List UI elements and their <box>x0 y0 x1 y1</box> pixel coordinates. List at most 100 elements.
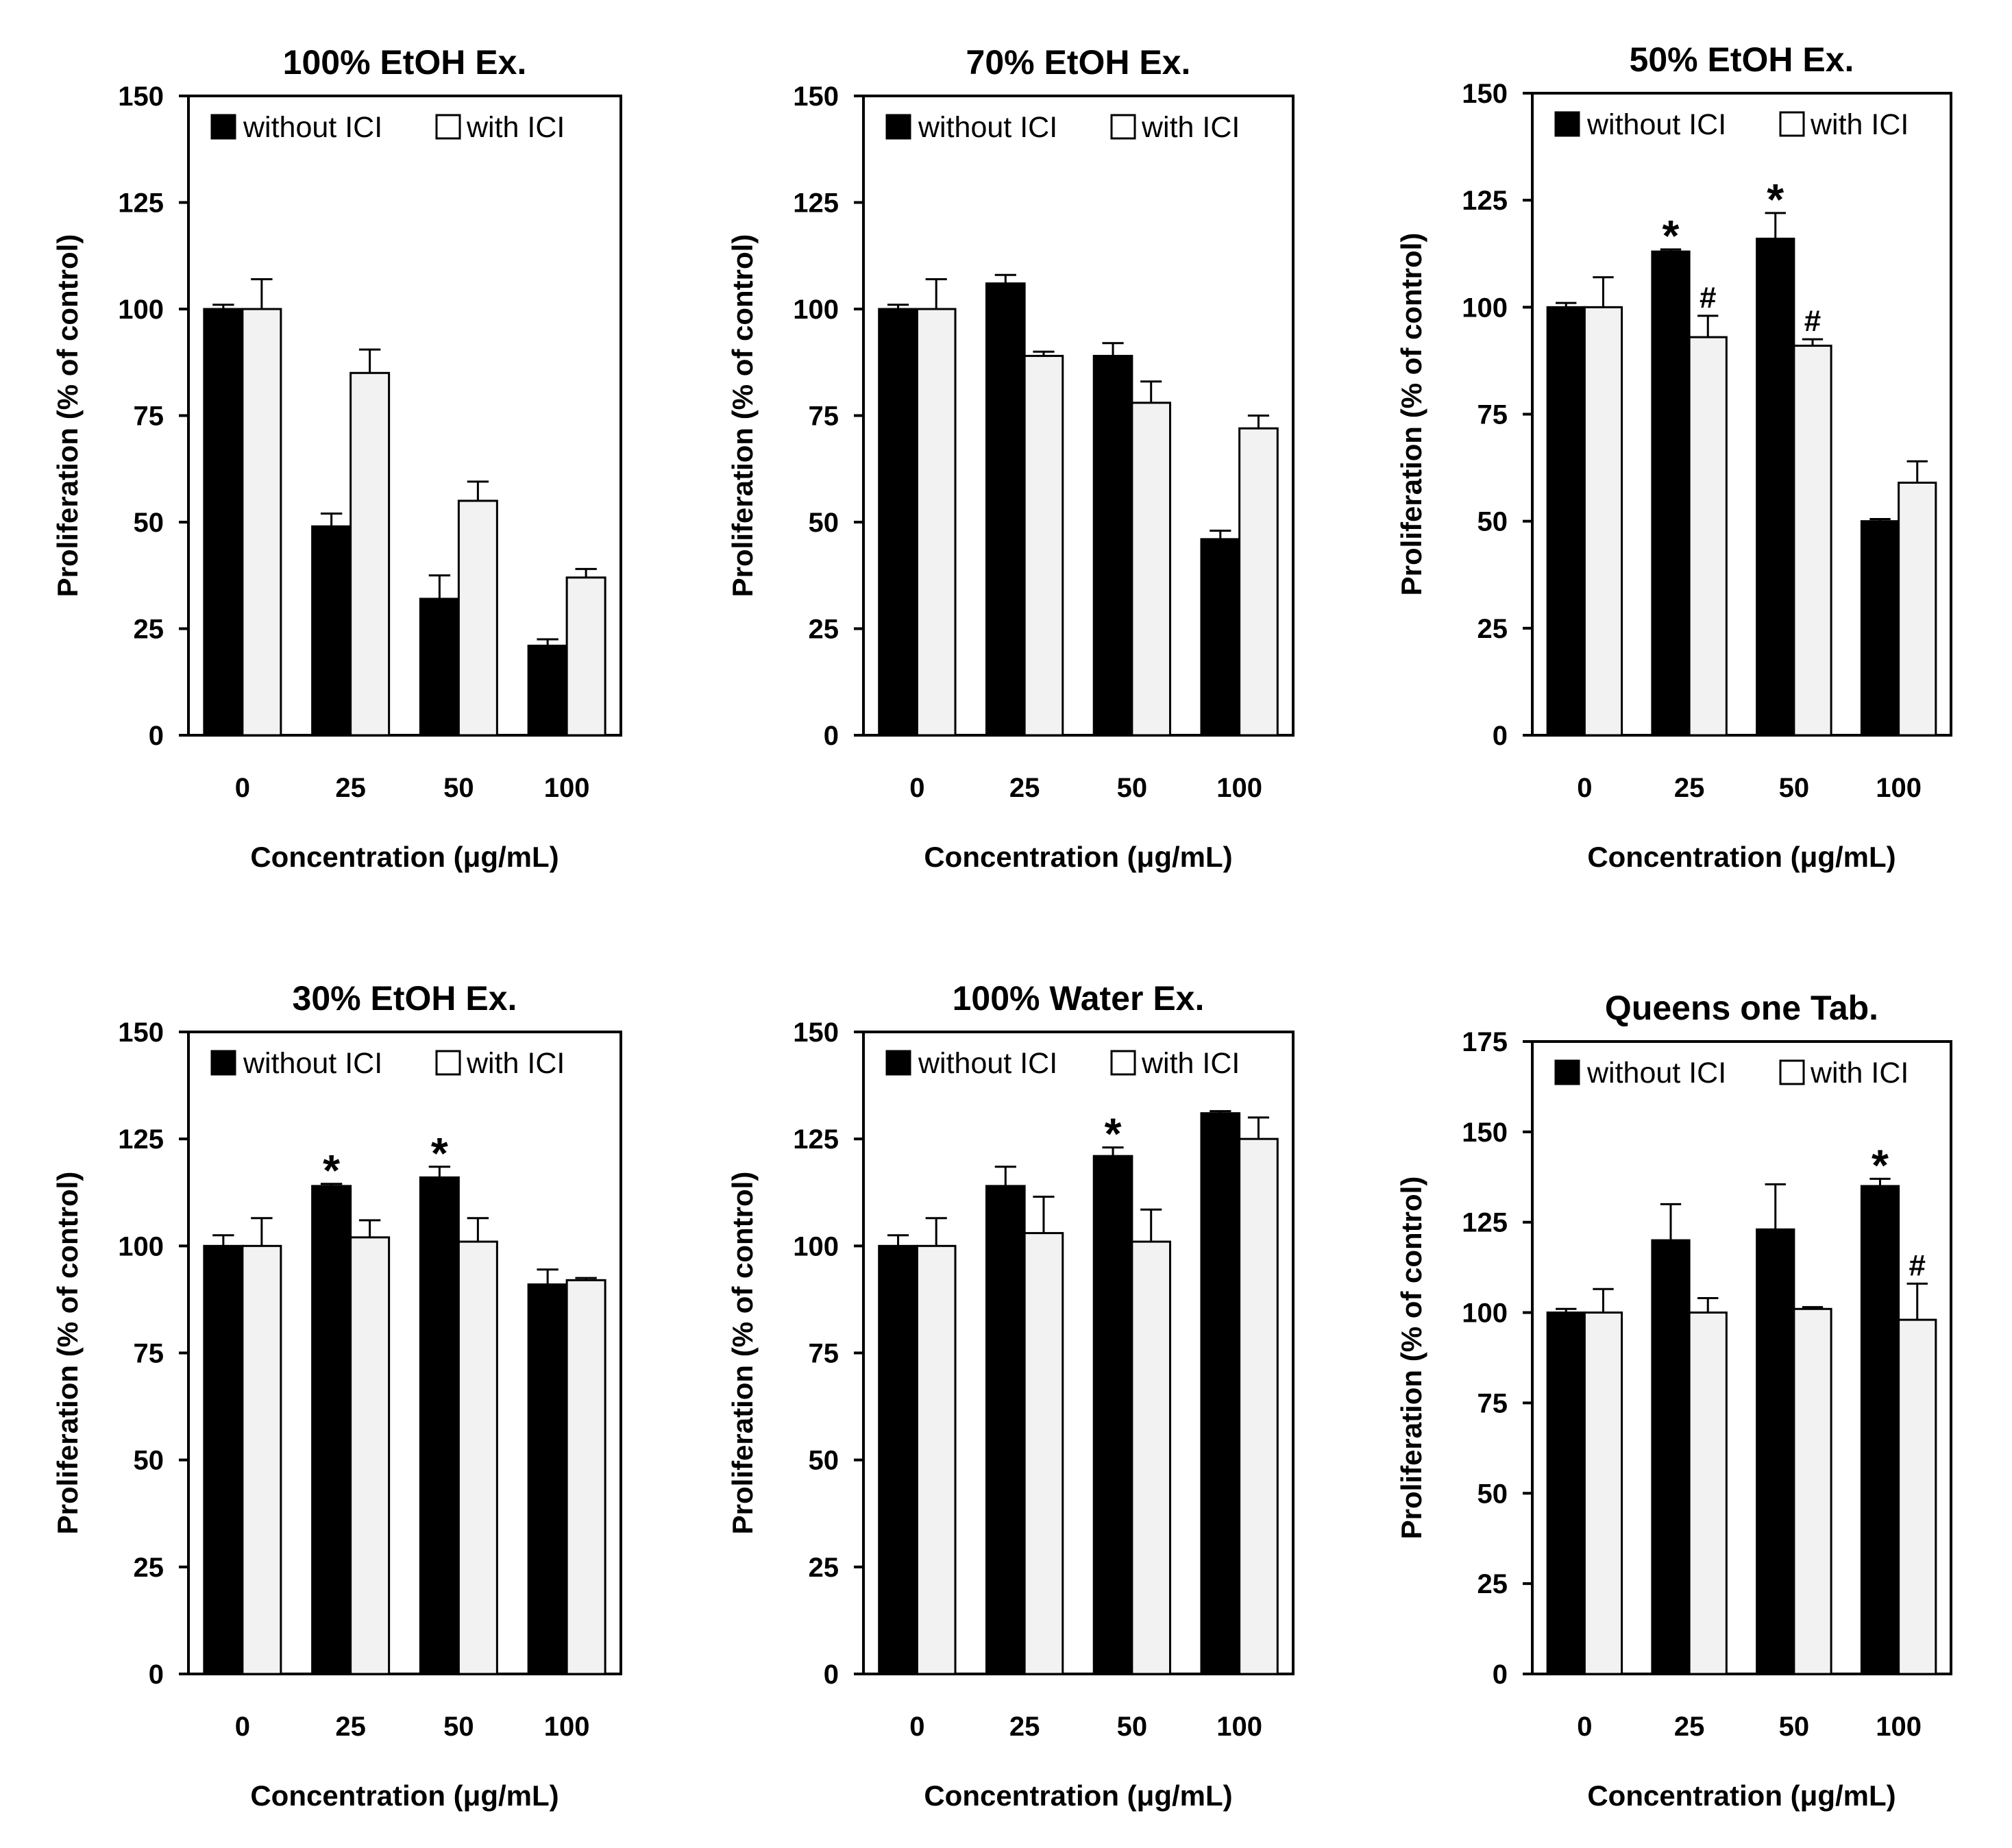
bar-with-ici <box>1023 1232 1064 1675</box>
bar-without-ici <box>985 282 1026 737</box>
significance-star: * <box>1767 175 1784 224</box>
bar-with-ici <box>241 1244 282 1675</box>
x-tick-label: 25 <box>1674 773 1705 803</box>
y-tick-label: 0 <box>824 1660 839 1690</box>
legend-label-with-ici: with ICI <box>1810 1057 1909 1089</box>
y-tick-label: 0 <box>149 721 164 751</box>
y-tick-label: 100 <box>793 295 839 325</box>
legend-label-without-ici: without ICI <box>243 1047 382 1080</box>
y-tick-label: 25 <box>809 1553 839 1583</box>
x-tick-label: 25 <box>335 773 366 803</box>
bar-with-ici <box>1131 402 1172 737</box>
y-tick-label: 25 <box>134 1553 164 1583</box>
y-tick-label: 125 <box>1462 186 1508 216</box>
x-tick-label: 0 <box>235 1712 250 1742</box>
x-tick-label: 0 <box>1577 773 1592 803</box>
significance-hash: # <box>1804 304 1821 338</box>
y-tick-label: 100 <box>1462 293 1508 323</box>
x-tick-label: 100 <box>1876 773 1922 803</box>
bar-with-ici <box>565 576 606 737</box>
bar-without-ici <box>985 1185 1026 1675</box>
bar-with-ici <box>1793 345 1832 737</box>
bar-without-ici <box>311 1185 352 1675</box>
x-tick-label: 25 <box>1009 1712 1040 1742</box>
x-tick-label: 0 <box>909 773 924 803</box>
x-tick-label: 0 <box>1577 1712 1592 1742</box>
chart-title: 70% EtOH Ex. <box>966 43 1191 82</box>
bar-without-ici <box>1651 1239 1691 1675</box>
bar-with-ici <box>916 308 957 737</box>
bar-without-ici <box>1092 1155 1133 1675</box>
y-tick-label: 50 <box>809 1446 839 1476</box>
chart-panel-3: 30% EtOH Ex. 0 25 50 75 100 125 150 Proliferatio… <box>51 979 622 1812</box>
chart-panel-2: 50% EtOH Ex. 0 25 50 75 100 125 150 Proliferatio… <box>1395 40 1952 873</box>
bar-without-ici <box>1546 306 1586 737</box>
x-tick-label: 50 <box>443 773 474 803</box>
y-tick-label: 125 <box>118 1124 164 1155</box>
legend-label-with-ici: with ICI <box>466 111 565 144</box>
chart-panel-5: Queens one Tab. 0 25 50 75 100 125 150 175 Prolif… <box>1395 989 1952 1812</box>
legend-swatch-with-ici <box>1110 1050 1136 1076</box>
bar-with-ici <box>1583 1311 1623 1675</box>
significance-star: * <box>1105 1109 1122 1159</box>
legend-label-with-ici: with ICI <box>1141 111 1240 144</box>
legend-swatch-without-ici <box>1554 1059 1580 1085</box>
bar-with-ici <box>1131 1240 1172 1675</box>
bar-without-ici <box>1092 354 1133 737</box>
legend-swatch-with-ici <box>435 114 461 140</box>
x-tick-label: 100 <box>544 773 590 803</box>
x-tick-label: 25 <box>1674 1712 1705 1742</box>
y-axis-label: Proliferation (% of control) <box>1395 233 1427 596</box>
y-tick-label: 25 <box>809 615 839 645</box>
bar-with-ici <box>1688 1311 1728 1675</box>
chart-title: Queens one Tab. <box>1605 989 1878 1027</box>
x-axis-label: Concentration (μg/mL) <box>924 841 1232 873</box>
bar-with-ici <box>1793 1307 1832 1675</box>
y-tick-label: 150 <box>118 1018 164 1048</box>
legend-label-without-ici: without ICI <box>1586 108 1726 141</box>
significance-star: * <box>1663 211 1680 260</box>
bar-with-ici <box>1898 481 1937 737</box>
bar-with-ici <box>349 371 391 737</box>
significance-star: * <box>323 1146 340 1195</box>
legend-label-with-ici: with ICI <box>1810 108 1909 141</box>
legend-label-with-ici: with ICI <box>1141 1047 1240 1080</box>
legend-swatch-without-ici <box>210 114 236 140</box>
bar-without-ici <box>1860 1185 1900 1675</box>
y-tick-label: 50 <box>134 1446 164 1476</box>
y-tick-label: 75 <box>134 1339 164 1369</box>
bar-without-ici <box>1860 520 1900 737</box>
x-tick-label: 100 <box>1216 1712 1262 1742</box>
y-tick-label: 125 <box>1462 1208 1508 1238</box>
bar-without-ici <box>419 1176 460 1675</box>
x-tick-label: 50 <box>1117 1712 1148 1742</box>
significance-hash: # <box>1909 1248 1925 1282</box>
legend-label-with-ici: with ICI <box>466 1047 565 1080</box>
y-tick-label: 100 <box>793 1231 839 1261</box>
legend-swatch-without-ici <box>1554 111 1580 137</box>
x-tick-label: 50 <box>1117 773 1148 803</box>
x-tick-label: 100 <box>1216 773 1262 803</box>
chart-panel-1: 70% EtOH Ex. 0 25 50 75 100 125 150 Proliferatio… <box>726 43 1295 873</box>
bar-with-ici <box>1023 354 1064 737</box>
legend-swatch-without-ici <box>885 114 911 140</box>
y-tick-label: 75 <box>809 1339 839 1369</box>
bar-with-ici <box>1238 1137 1279 1675</box>
x-tick-label: 100 <box>1876 1712 1922 1742</box>
legend-label-without-ici: without ICI <box>918 1047 1057 1080</box>
bar-with-ici <box>457 500 498 737</box>
y-axis-label: Proliferation (% of control) <box>726 234 759 597</box>
y-tick-label: 125 <box>118 188 164 219</box>
x-tick-label: 100 <box>544 1712 590 1742</box>
bar-without-ici <box>1546 1311 1586 1675</box>
y-tick-label: 0 <box>149 1660 164 1690</box>
y-tick-label: 150 <box>118 82 164 112</box>
bar-with-ici <box>457 1240 498 1675</box>
y-tick-label: 100 <box>1462 1298 1508 1329</box>
x-axis-label: Concentration (μg/mL) <box>250 841 559 873</box>
y-tick-label: 75 <box>134 402 164 432</box>
bar-without-ici <box>1756 237 1795 737</box>
x-tick-label: 50 <box>1779 1712 1810 1742</box>
bar-without-ici <box>878 1244 918 1675</box>
x-tick-label: 0 <box>909 1712 924 1742</box>
